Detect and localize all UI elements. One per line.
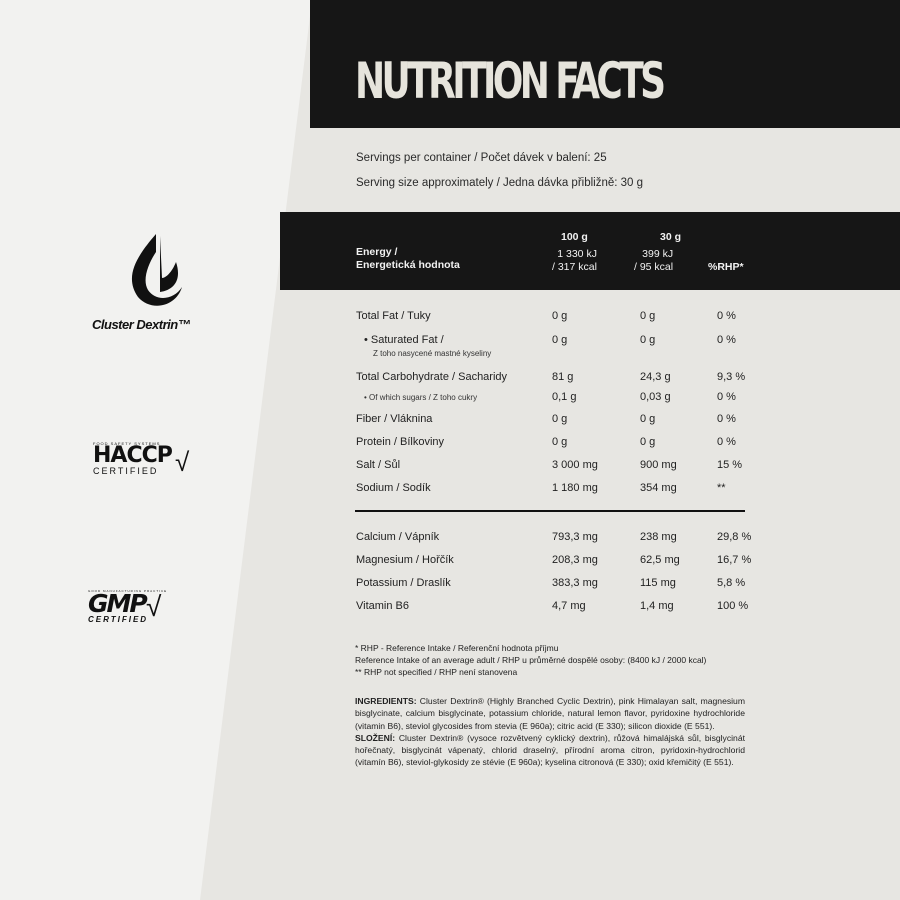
value-30g: 0 g	[640, 413, 656, 425]
nutrient-label: Total Fat / Tuky	[356, 310, 431, 322]
page-title: NUTRITION FACTS	[355, 52, 666, 110]
value-30g: 900 mg	[640, 459, 677, 471]
value-rhp: 100 %	[717, 600, 749, 612]
value-30g: 0 g	[640, 310, 656, 322]
value-rhp: 0 %	[717, 334, 736, 346]
value-30g: 62,5 mg	[640, 554, 680, 566]
value-rhp: **	[717, 482, 726, 494]
cluster-dextrin-drop-icon	[131, 234, 182, 306]
nutrient-label: Fiber / Vláknina	[356, 413, 433, 425]
footnote: ** RHP not specified / RHP není stanoven…	[355, 667, 518, 677]
value-rhp: 0 %	[717, 436, 736, 448]
haccp-text: HACCP	[93, 443, 173, 468]
value-rhp: 5,8 %	[717, 577, 746, 589]
nutrient-label: Total Carbohydrate / Sacharidy	[356, 371, 508, 383]
value-rhp: 9,3 %	[717, 371, 746, 383]
value-100g: 0 g	[552, 413, 568, 425]
value-100g: 0 g	[552, 310, 568, 322]
col-rhp: %RHP*	[708, 261, 744, 273]
value-rhp: 29,8 %	[717, 531, 752, 543]
haccp-logo: FOOD SAFETY SYSTEMS HACCP CERTIFIED √	[93, 441, 189, 477]
nutrient-label: Sodium / Sodík	[356, 482, 431, 494]
energy-label: Energy / Energetická hodnota	[356, 246, 460, 271]
value-rhp: 16,7 %	[717, 554, 752, 566]
value-100g: 0,1 g	[552, 391, 577, 403]
check-icon: √	[175, 447, 190, 477]
serving-size: Serving size approximately / Jedna dávka…	[356, 177, 644, 189]
cluster-dextrin-logo: Cluster Dextrin™	[92, 232, 222, 332]
energy-header: Energy / Energetická hodnota 100 g 1 330 …	[280, 212, 900, 290]
energy-100g: 1 330 kJ/ 317 kcal	[552, 248, 597, 273]
col-30g: 30 g	[660, 231, 682, 243]
haccp-top: FOOD SAFETY SYSTEMS	[93, 441, 161, 446]
footnotes: * RHP - Reference Intake / Referenční ho…	[355, 642, 706, 678]
nutrient-label: Salt / Sůl	[356, 459, 401, 471]
nutrient-label: Calcium / Vápník	[356, 531, 440, 543]
section-divider	[355, 510, 745, 512]
cluster-dextrin-text: Cluster Dextrin™	[92, 317, 191, 332]
value-100g: 4,7 mg	[552, 600, 586, 612]
col-100g: 100 g	[561, 231, 588, 243]
value-30g: 24,3 g	[640, 371, 671, 383]
value-100g: 793,3 mg	[552, 531, 598, 543]
nutrient-label: Protein / Bílkoviny	[356, 436, 445, 448]
value-30g: 354 mg	[640, 482, 677, 494]
gmp-text: GMP	[88, 589, 148, 618]
value-rhp: 15 %	[717, 459, 743, 471]
gmp-logo: GOOD MANUFACTURING PRACTICE GMP CERTIFIE…	[88, 589, 167, 624]
footnote: Reference Intake of an average adult / R…	[355, 655, 707, 665]
nutrient-label: Vitamin B6	[356, 600, 409, 612]
value-30g: 115 mg	[640, 577, 676, 589]
value-100g: 208,3 mg	[552, 554, 598, 566]
value-100g: 81 g	[552, 371, 574, 383]
title-bar	[310, 0, 900, 128]
check-icon: √	[146, 591, 162, 622]
gmp-certified: CERTIFIED	[88, 615, 149, 624]
nutrient-label: Potassium / Draslík	[356, 577, 451, 589]
value-rhp: 0 %	[717, 413, 736, 425]
value-30g: 238 mg	[640, 531, 677, 543]
value-100g: 383,3 mg	[552, 577, 598, 589]
gmp-top: GOOD MANUFACTURING PRACTICE	[88, 589, 168, 593]
value-30g: 0 g	[640, 436, 656, 448]
value-100g: 3 000 mg	[552, 459, 598, 471]
footnote: * RHP - Reference Intake / Referenční ho…	[355, 643, 559, 653]
value-30g: 0 g	[640, 334, 656, 346]
haccp-certified: CERTIFIED	[93, 466, 159, 476]
value-rhp: 0 %	[717, 391, 736, 403]
nutrient-label: Magnesium / Hořčík	[356, 554, 454, 566]
servings-per-container: Servings per container / Počet dávek v b…	[356, 152, 607, 164]
nutrient-sublabel: Z toho nasycené mastné kyseliny	[373, 349, 492, 358]
value-30g: 0,03 g	[640, 391, 671, 403]
value-30g: 1,4 mg	[640, 600, 674, 612]
value-100g: 0 g	[552, 436, 568, 448]
value-100g: 0 g	[552, 334, 568, 346]
energy-30g: 399 kJ/ 95 kcal	[634, 248, 674, 273]
value-100g: 1 180 mg	[552, 482, 598, 494]
nutrient-label: • Of which sugars / Z toho cukry	[364, 393, 478, 402]
value-rhp: 0 %	[717, 310, 736, 322]
ingredients: INGREDIENTS: Cluster Dextrin® (Highly Br…	[355, 696, 745, 768]
nutrient-label: • Saturated Fat /	[364, 334, 444, 346]
